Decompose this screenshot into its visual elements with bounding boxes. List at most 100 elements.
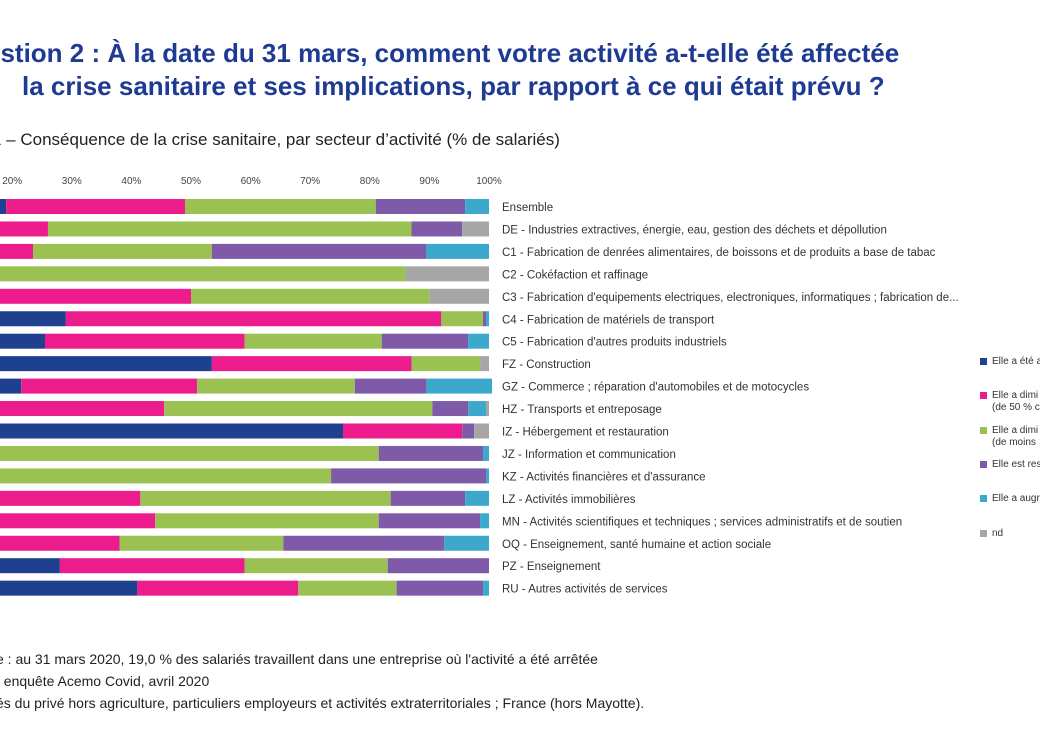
legend-label-line: Elle a dimi [992, 390, 1039, 401]
bar-segment [196, 378, 355, 394]
bar-segment [405, 266, 489, 282]
bar-segment [244, 333, 382, 349]
bar-segment [426, 378, 492, 394]
legend-label-line: Elle est res [992, 459, 1040, 470]
category-label: GZ - Commerce ; réparation d'automobiles… [502, 382, 809, 394]
bar-segment [298, 580, 397, 596]
category-label: C5 - Fabrication d'autres produits indus… [502, 337, 727, 349]
bar-segment [378, 513, 481, 529]
bar-segment [164, 401, 433, 417]
bar-segment [155, 513, 379, 529]
bar-segment [0, 356, 212, 372]
bar-segment [486, 468, 489, 484]
chart-subtitle: 1 – Conséquence de la crise sanitaire, p… [0, 130, 560, 149]
x-tick-label: 60% [241, 176, 261, 187]
category-label: Ensemble [502, 202, 553, 214]
x-tick-label: 80% [360, 176, 380, 187]
note-source: , enquête Acemo Covid, avril 2020 [0, 673, 210, 689]
bar-segment [331, 468, 487, 484]
bar-segment [211, 356, 412, 372]
category-label: FZ - Construction [502, 359, 591, 371]
legend-label-line: Elle a dimi [992, 425, 1039, 436]
bar-segment [396, 580, 484, 596]
bar-segment [211, 243, 427, 259]
category-label: LZ - Activités immobilières [502, 494, 636, 506]
bar-segment [0, 243, 34, 259]
bar-segment [0, 558, 60, 574]
bar-segment [140, 490, 391, 506]
legend-label: Elle a été a [992, 356, 1040, 368]
legend-label: nd [992, 528, 1003, 540]
bar-segment [411, 221, 463, 237]
bar-segment [468, 401, 487, 417]
legend-label: Elle a dimi (de moins [992, 425, 1038, 449]
bar-segment [6, 199, 186, 214]
bar-segment [0, 580, 138, 596]
bar-segment [483, 311, 487, 327]
bar-segment [486, 401, 489, 417]
legend-swatch [980, 495, 987, 502]
bar-segment [59, 558, 245, 574]
legend-label-line: (de moins [992, 437, 1036, 448]
bar-segment [441, 311, 484, 327]
bar-segment [483, 445, 489, 461]
legend-label: Elle est res [992, 459, 1040, 471]
bar-segment [0, 423, 343, 439]
legend-swatch [980, 461, 987, 468]
bar-segment [44, 333, 245, 349]
bar-segment [0, 288, 192, 304]
x-tick-label: 50% [181, 176, 201, 187]
x-axis-ticks: 20% 30% 40% 50% 60% 70% 80% 90% 100% [2, 176, 502, 187]
bar-segment [444, 535, 489, 551]
bar-segment [65, 311, 442, 327]
bar-segment [462, 423, 475, 439]
x-tick-label: 30% [62, 176, 82, 187]
legend-swatch [980, 358, 987, 365]
bar-segment [390, 490, 466, 506]
bar-segment [0, 378, 22, 394]
bar-segment [0, 535, 120, 551]
bar-segment [0, 401, 165, 417]
legend-label-line: nd [992, 528, 1004, 539]
bar-segment [0, 513, 156, 529]
category-label: C3 - Fabrication d'equipements electriqu… [502, 292, 959, 304]
note-scope: és du privé hors agriculture, particulie… [0, 695, 645, 711]
bar-segment [411, 356, 481, 372]
bar-segment [185, 199, 376, 214]
stacked-bar-chart: 20% 30% 40% 50% 60% 70% 80% 90% 100% Ensemble DE … [0, 176, 959, 596]
category-label: PZ - Enseignement [502, 561, 601, 573]
bar-segment [0, 199, 7, 214]
bar-segment [480, 513, 489, 529]
legend-label: Elle a dimi (de 50 % c [992, 390, 1040, 414]
bar-segment [0, 266, 406, 282]
bar-segment [137, 580, 299, 596]
category-label: JZ - Information et communication [502, 449, 676, 461]
x-tick-label: 40% [121, 176, 141, 187]
legend-swatch [980, 530, 987, 537]
bar-segment [119, 535, 284, 551]
legend-label-line: (de 50 % c [992, 402, 1040, 413]
bar-segment [486, 311, 489, 327]
bar-segment [375, 199, 466, 214]
bar-segment [462, 221, 489, 237]
chart-title-line-2: la crise sanitaire et ses implications, … [22, 71, 885, 101]
category-label: DE - Industries extractives, énergie, ea… [502, 224, 887, 236]
bar-segment [342, 423, 463, 439]
x-tick-label: 100% [476, 176, 502, 187]
category-label: C2 - Cokéfaction et raffinage [502, 269, 648, 281]
bar-segment [21, 378, 197, 394]
bar-segment [465, 199, 489, 214]
bar-segment [354, 378, 427, 394]
bar-segment [426, 243, 489, 259]
note-reading: e : au 31 mars 2020, 19,0 % des salariés… [0, 651, 598, 667]
bar-segment [429, 288, 489, 304]
x-tick-label: 20% [2, 176, 22, 187]
category-label: IZ - Hébergement et restauration [502, 427, 669, 439]
legend-swatch [980, 392, 987, 399]
legend-swatch [980, 427, 987, 434]
bar-segment [191, 288, 430, 304]
bar-segment [0, 468, 332, 484]
category-label: MN - Activités scientifiques et techniqu… [502, 516, 902, 528]
bar-segment [283, 535, 445, 551]
category-label: C4 - Fabrication de matériels de transpo… [502, 314, 715, 326]
